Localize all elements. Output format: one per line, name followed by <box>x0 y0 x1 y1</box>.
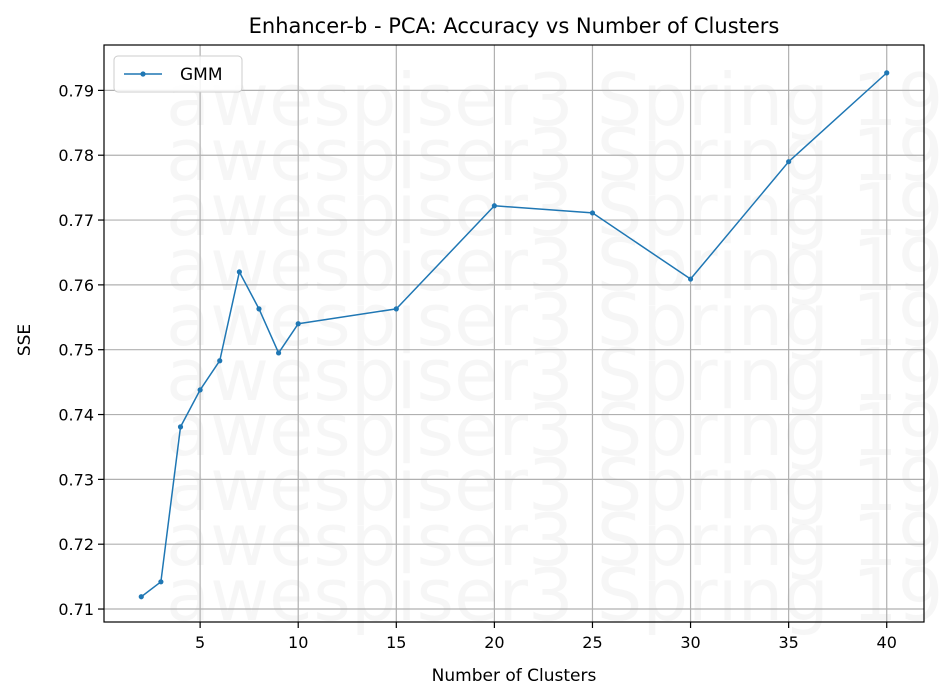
data-point <box>217 358 223 364</box>
x-tick-label: 20 <box>484 633 504 652</box>
y-tick-label: 0.71 <box>58 600 94 619</box>
plot-frame <box>103 44 925 623</box>
y-tick-label: 0.77 <box>58 211 94 230</box>
ticks: 5 10 15 20 25 30 35 40 0.71 0.72 0.73 0.74 0.75 0.76 0… <box>58 81 897 652</box>
legend-box <box>113 55 243 93</box>
data-point <box>295 321 301 327</box>
x-tick-label: 15 <box>386 633 406 652</box>
data-point <box>491 203 497 209</box>
data-point <box>256 306 262 312</box>
y-axis-label: SSE <box>15 324 35 356</box>
legend-marker-swatch <box>140 71 146 77</box>
chart-title: Enhancer-b - PCA: Accuracy vs Number of … <box>249 14 780 38</box>
y-tick-label: 0.76 <box>58 276 94 295</box>
data-point <box>236 269 242 275</box>
data-point <box>138 594 144 600</box>
x-tick-label: 5 <box>195 633 205 652</box>
data-point <box>786 159 792 165</box>
x-tick-label: 40 <box>877 633 897 652</box>
x-tick-label: 30 <box>680 633 700 652</box>
data-point <box>884 70 890 76</box>
x-tick-label: 35 <box>778 633 798 652</box>
data-point <box>589 210 596 216</box>
series-layer <box>138 70 890 600</box>
data-point <box>197 387 203 393</box>
grid <box>104 45 924 622</box>
y-tick-label: 0.74 <box>58 406 94 425</box>
data-point <box>687 276 694 282</box>
x-tick-label: 25 <box>582 633 602 652</box>
y-tick-label: 0.72 <box>58 535 94 554</box>
y-tick-label: 0.79 <box>58 81 94 100</box>
data-point <box>275 350 282 356</box>
data-point <box>158 579 164 585</box>
legend: GMM <box>113 55 243 93</box>
x-tick-label: 10 <box>288 633 308 652</box>
watermark-text: awespiser3 Spring 19 <box>166 553 943 637</box>
y-tick-label: 0.73 <box>58 470 94 489</box>
legend-label-gmm: GMM <box>180 65 223 85</box>
y-tick-label: 0.78 <box>58 146 94 165</box>
x-axis-label: Number of Clusters <box>432 666 597 686</box>
y-tick-label: 0.75 <box>58 341 94 360</box>
data-point <box>393 306 399 312</box>
data-point <box>177 424 184 430</box>
